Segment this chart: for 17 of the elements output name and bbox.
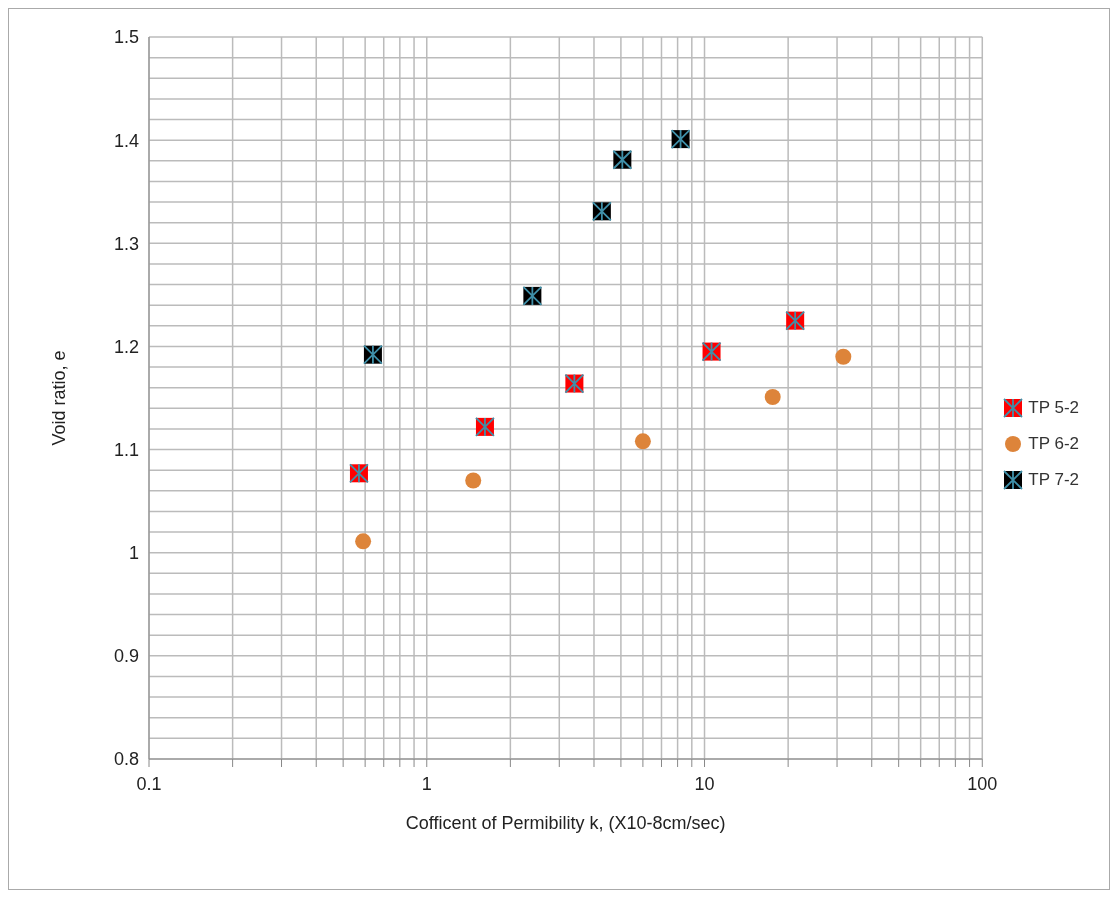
y-tick-label: 1.2 [113,336,139,357]
x-tick-label: 10 [694,773,715,794]
y-tick-label: 1.1 [113,439,139,460]
legend-label: TP 6-2 [1028,434,1079,454]
y-tick-label: 1 [128,543,139,564]
y-tick-label: 1.5 [113,27,139,48]
y-tick-label: 1.3 [113,233,139,254]
x-tick-label: 0.1 [136,773,162,794]
legend-label: TP 7-2 [1028,470,1079,490]
x-tick-label: 100 [967,773,998,794]
y-axis-title: Void ratio, e [49,350,70,446]
y-tick-label: 1.4 [113,130,139,151]
legend-label: TP 5-2 [1028,398,1079,418]
x-tick-label: 1 [421,773,432,794]
y-tick-label: 0.9 [113,646,139,667]
y-tick-label: 0.8 [113,749,139,770]
x-axis-title: Cofficent of Permibility k, (X10-8cm/sec) [405,813,726,833]
